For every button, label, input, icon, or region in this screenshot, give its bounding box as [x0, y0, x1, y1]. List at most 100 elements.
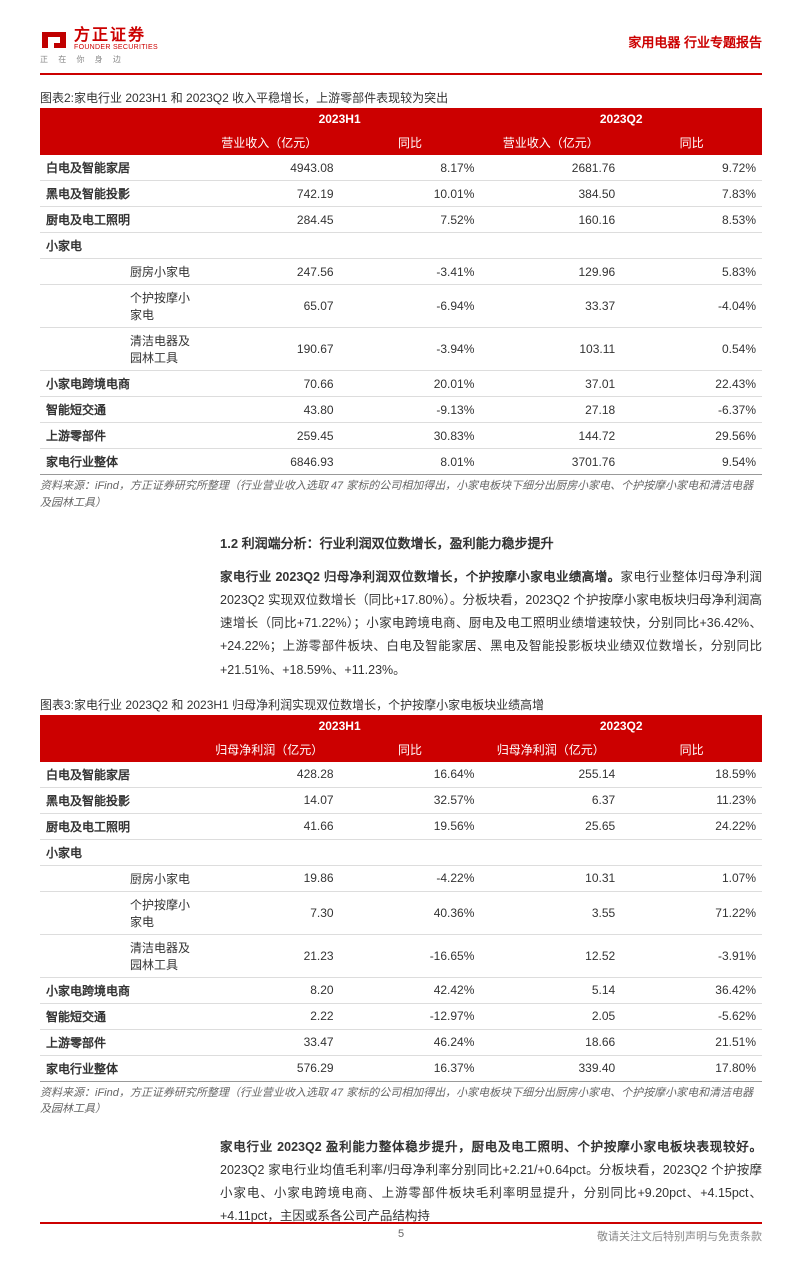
logo-en-text: FOUNDER SECURITIES — [74, 44, 158, 51]
row-label: 清洁电器及园林工具 — [40, 328, 199, 371]
cell-value: -6.94% — [340, 285, 481, 328]
cell-value: 16.64% — [340, 762, 481, 788]
table-row: 厨房小家电19.86-4.22%10.311.07% — [40, 865, 762, 891]
cell-value — [340, 839, 481, 865]
table-row: 小家电跨境电商8.2042.42%5.1436.42% — [40, 977, 762, 1003]
cell-value: 339.40 — [480, 1055, 621, 1081]
table-row: 白电及智能家居428.2816.64%255.1418.59% — [40, 762, 762, 788]
cell-value: 6846.93 — [199, 449, 340, 475]
row-label: 厨房小家电 — [40, 259, 199, 285]
cell-value: 3.55 — [480, 891, 621, 934]
cell-value: 428.28 — [199, 762, 340, 788]
row-label: 厨电及电工照明 — [40, 207, 199, 233]
cell-value: -4.04% — [621, 285, 762, 328]
table-period-header: 2023H1 — [199, 108, 481, 130]
table-blank-header — [40, 737, 199, 762]
cell-value: -6.37% — [621, 397, 762, 423]
table-metric-header: 归母净利润（亿元） — [199, 737, 340, 762]
cell-value: 42.42% — [340, 977, 481, 1003]
figure2-source: 资料来源：iFind，方正证券研究所整理（行业营业收入选取 47 家标的公司相加… — [40, 478, 762, 511]
cell-value: -3.94% — [340, 328, 481, 371]
cell-value: 190.67 — [199, 328, 340, 371]
cell-value: 2681.76 — [480, 155, 621, 181]
cell-value: 6.37 — [480, 787, 621, 813]
cell-value: 11.23% — [621, 787, 762, 813]
cell-value: 7.30 — [199, 891, 340, 934]
table-row: 小家电跨境电商70.6620.01%37.0122.43% — [40, 371, 762, 397]
cell-value — [621, 233, 762, 259]
body-paragraph: 家电行业 2023Q2 归母净利润双位数增长，个护按摩小家电业绩高增。家电行业整… — [220, 566, 762, 682]
cell-value — [199, 839, 340, 865]
cell-value: 7.83% — [621, 181, 762, 207]
cell-value: 9.54% — [621, 449, 762, 475]
cell-value: 742.19 — [199, 181, 340, 207]
cell-value: 18.66 — [480, 1029, 621, 1055]
row-label: 厨房小家电 — [40, 865, 199, 891]
cell-value: 8.20 — [199, 977, 340, 1003]
cell-value — [199, 233, 340, 259]
row-label: 黑电及智能投影 — [40, 787, 199, 813]
figure2-table: 2023H1 2023Q2 营业收入（亿元） 同比 营业收入（亿元） 同比 白电… — [40, 108, 762, 475]
cell-value: 33.37 — [480, 285, 621, 328]
table-row: 上游零部件259.4530.83%144.7229.56% — [40, 423, 762, 449]
cell-value: 144.72 — [480, 423, 621, 449]
table-row: 家电行业整体6846.938.01%3701.769.54% — [40, 449, 762, 475]
table-row: 黑电及智能投影14.0732.57%6.3711.23% — [40, 787, 762, 813]
cell-value: 17.80% — [621, 1055, 762, 1081]
table-row: 智能短交通2.22-12.97%2.05-5.62% — [40, 1003, 762, 1029]
table-period-header: 2023H1 — [199, 715, 481, 737]
cell-value: 19.86 — [199, 865, 340, 891]
figure3-source: 资料来源：iFind，方正证券研究所整理（行业营业收入选取 47 家标的公司相加… — [40, 1085, 762, 1118]
para-bold: 家电行业 2023Q2 归母净利润双位数增长，个护按摩小家电业绩高增。 — [220, 570, 621, 584]
body-paragraph: 家电行业 2023Q2 盈利能力整体稳步提升，厨电及电工照明、个护按摩小家电板块… — [220, 1136, 762, 1229]
cell-value: 30.83% — [340, 423, 481, 449]
table-metric-header: 归母净利润（亿元） — [480, 737, 621, 762]
table-row: 个护按摩小家电7.3040.36%3.5571.22% — [40, 891, 762, 934]
cell-value: 46.24% — [340, 1029, 481, 1055]
cell-value: 5.83% — [621, 259, 762, 285]
cell-value: 36.42% — [621, 977, 762, 1003]
cell-value: 7.52% — [340, 207, 481, 233]
cell-value: -3.41% — [340, 259, 481, 285]
table-metric-header: 同比 — [340, 130, 481, 155]
cell-value — [621, 839, 762, 865]
cell-value: -12.97% — [340, 1003, 481, 1029]
cell-value: 21.51% — [621, 1029, 762, 1055]
row-label: 家电行业整体 — [40, 1055, 199, 1081]
cell-value: 70.66 — [199, 371, 340, 397]
page-number: 5 — [398, 1228, 404, 1240]
cell-value: 129.96 — [480, 259, 621, 285]
row-label: 小家电跨境电商 — [40, 371, 199, 397]
cell-value: 2.22 — [199, 1003, 340, 1029]
row-label: 厨电及电工照明 — [40, 813, 199, 839]
cell-value: 0.54% — [621, 328, 762, 371]
table-row: 黑电及智能投影742.1910.01%384.507.83% — [40, 181, 762, 207]
cell-value: 4943.08 — [199, 155, 340, 181]
cell-value: 576.29 — [199, 1055, 340, 1081]
cell-value: 41.66 — [199, 813, 340, 839]
cell-value: 37.01 — [480, 371, 621, 397]
para-bold: 家电行业 2023Q2 盈利能力整体稳步提升，厨电及电工照明、个护按摩小家电板块… — [220, 1140, 762, 1154]
cell-value — [340, 233, 481, 259]
cell-value: 160.16 — [480, 207, 621, 233]
cell-value: 29.56% — [621, 423, 762, 449]
cell-value: 247.56 — [199, 259, 340, 285]
cell-value: 3701.76 — [480, 449, 621, 475]
cell-value: 103.11 — [480, 328, 621, 371]
row-label: 个护按摩小家电 — [40, 285, 199, 328]
table-metric-header: 营业收入（亿元） — [199, 130, 340, 155]
cell-value: 40.36% — [340, 891, 481, 934]
footer-disclaimer: 敬请关注文后特别声明与免责条款 — [597, 1228, 762, 1244]
table-row: 上游零部件33.4746.24%18.6621.51% — [40, 1029, 762, 1055]
row-label: 白电及智能家居 — [40, 155, 199, 181]
cell-value: 16.37% — [340, 1055, 481, 1081]
cell-value: 284.45 — [199, 207, 340, 233]
cell-value: 384.50 — [480, 181, 621, 207]
table-row: 厨房小家电247.56-3.41%129.965.83% — [40, 259, 762, 285]
row-label: 上游零部件 — [40, 423, 199, 449]
founder-logo-icon — [40, 29, 68, 51]
table-row: 清洁电器及园林工具190.67-3.94%103.110.54% — [40, 328, 762, 371]
table-metric-header: 营业收入（亿元） — [480, 130, 621, 155]
cell-value — [480, 233, 621, 259]
cell-value: 12.52 — [480, 934, 621, 977]
